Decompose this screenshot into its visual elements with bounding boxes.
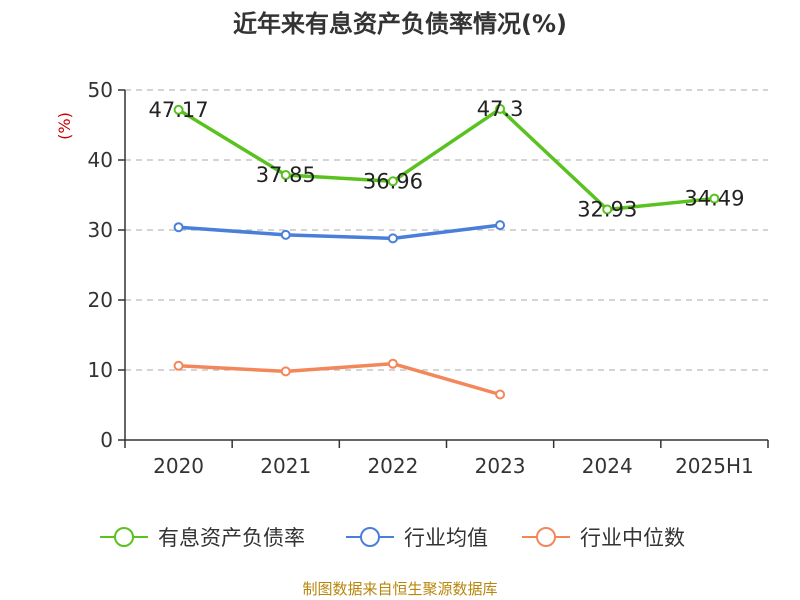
data-label: 37.85: [256, 163, 316, 187]
legend: 有息资产负债率 行业均值 行业中位数: [100, 526, 685, 550]
legend-item: 行业均值: [346, 526, 488, 550]
data-point: [280, 366, 291, 377]
series-group: [173, 103, 720, 400]
data-label: 47.17: [149, 98, 209, 122]
legend-marker: [536, 527, 556, 547]
data-point: [280, 229, 291, 240]
data-label: 32.93: [577, 197, 637, 221]
x-tick-label: 2020: [153, 454, 204, 478]
series-1: [173, 103, 720, 215]
y-tick-label: 0: [100, 428, 113, 452]
y-tick-label: 20: [88, 288, 113, 312]
data-point: [387, 358, 398, 369]
x-tick-label: 2021: [260, 454, 311, 478]
data-label: 47.3: [477, 97, 524, 121]
data-labels: 47.17 37.85 36.96 47.3 32.93 34.49: [149, 97, 745, 222]
data-point: [495, 103, 506, 114]
x-tick-label: 2025H1: [675, 454, 754, 478]
series-line: [176, 107, 717, 212]
data-label: 34.49: [684, 187, 744, 211]
data-source-note: 制图数据来自恒生聚源数据库: [302, 580, 497, 598]
x-tick-label: 2024: [582, 454, 633, 478]
legend-item: 行业中位数: [522, 526, 685, 550]
legend-label: 行业中位数: [580, 526, 685, 550]
data-label: 36.96: [363, 169, 423, 193]
data-point: [387, 176, 398, 187]
data-point: [387, 233, 398, 244]
data-point: [173, 104, 184, 115]
legend-label: 有息资产负债率: [158, 526, 305, 550]
legend-item: 有息资产负债率: [100, 526, 305, 550]
data-point: [280, 170, 291, 181]
data-point: [173, 360, 184, 371]
legend-marker: [114, 527, 134, 547]
data-point: [495, 220, 506, 231]
x-tick-label: 2022: [367, 454, 418, 478]
x-tick-label: 2023: [475, 454, 526, 478]
series-2: [173, 220, 506, 244]
data-point: [173, 222, 184, 233]
data-point: [602, 204, 613, 215]
series-line: [176, 223, 502, 241]
axes: 0 10 20 30 40 50 2020 2021 2022 2023 2024 2025H1: [88, 78, 769, 478]
series-line: [176, 361, 502, 397]
y-tick-label: 50: [88, 78, 113, 102]
series-3: [173, 358, 506, 400]
y-axis-unit-label: (%): [55, 112, 74, 140]
y-tick-label: 30: [88, 218, 113, 242]
legend-marker: [360, 527, 380, 547]
legend-label: 行业均值: [404, 526, 488, 550]
chart-title: 近年来有息资产负债率情况(%): [233, 10, 567, 38]
y-tick-label: 40: [88, 148, 113, 172]
data-point: [495, 389, 506, 400]
y-tick-label: 10: [88, 358, 113, 382]
data-point: [709, 193, 720, 204]
